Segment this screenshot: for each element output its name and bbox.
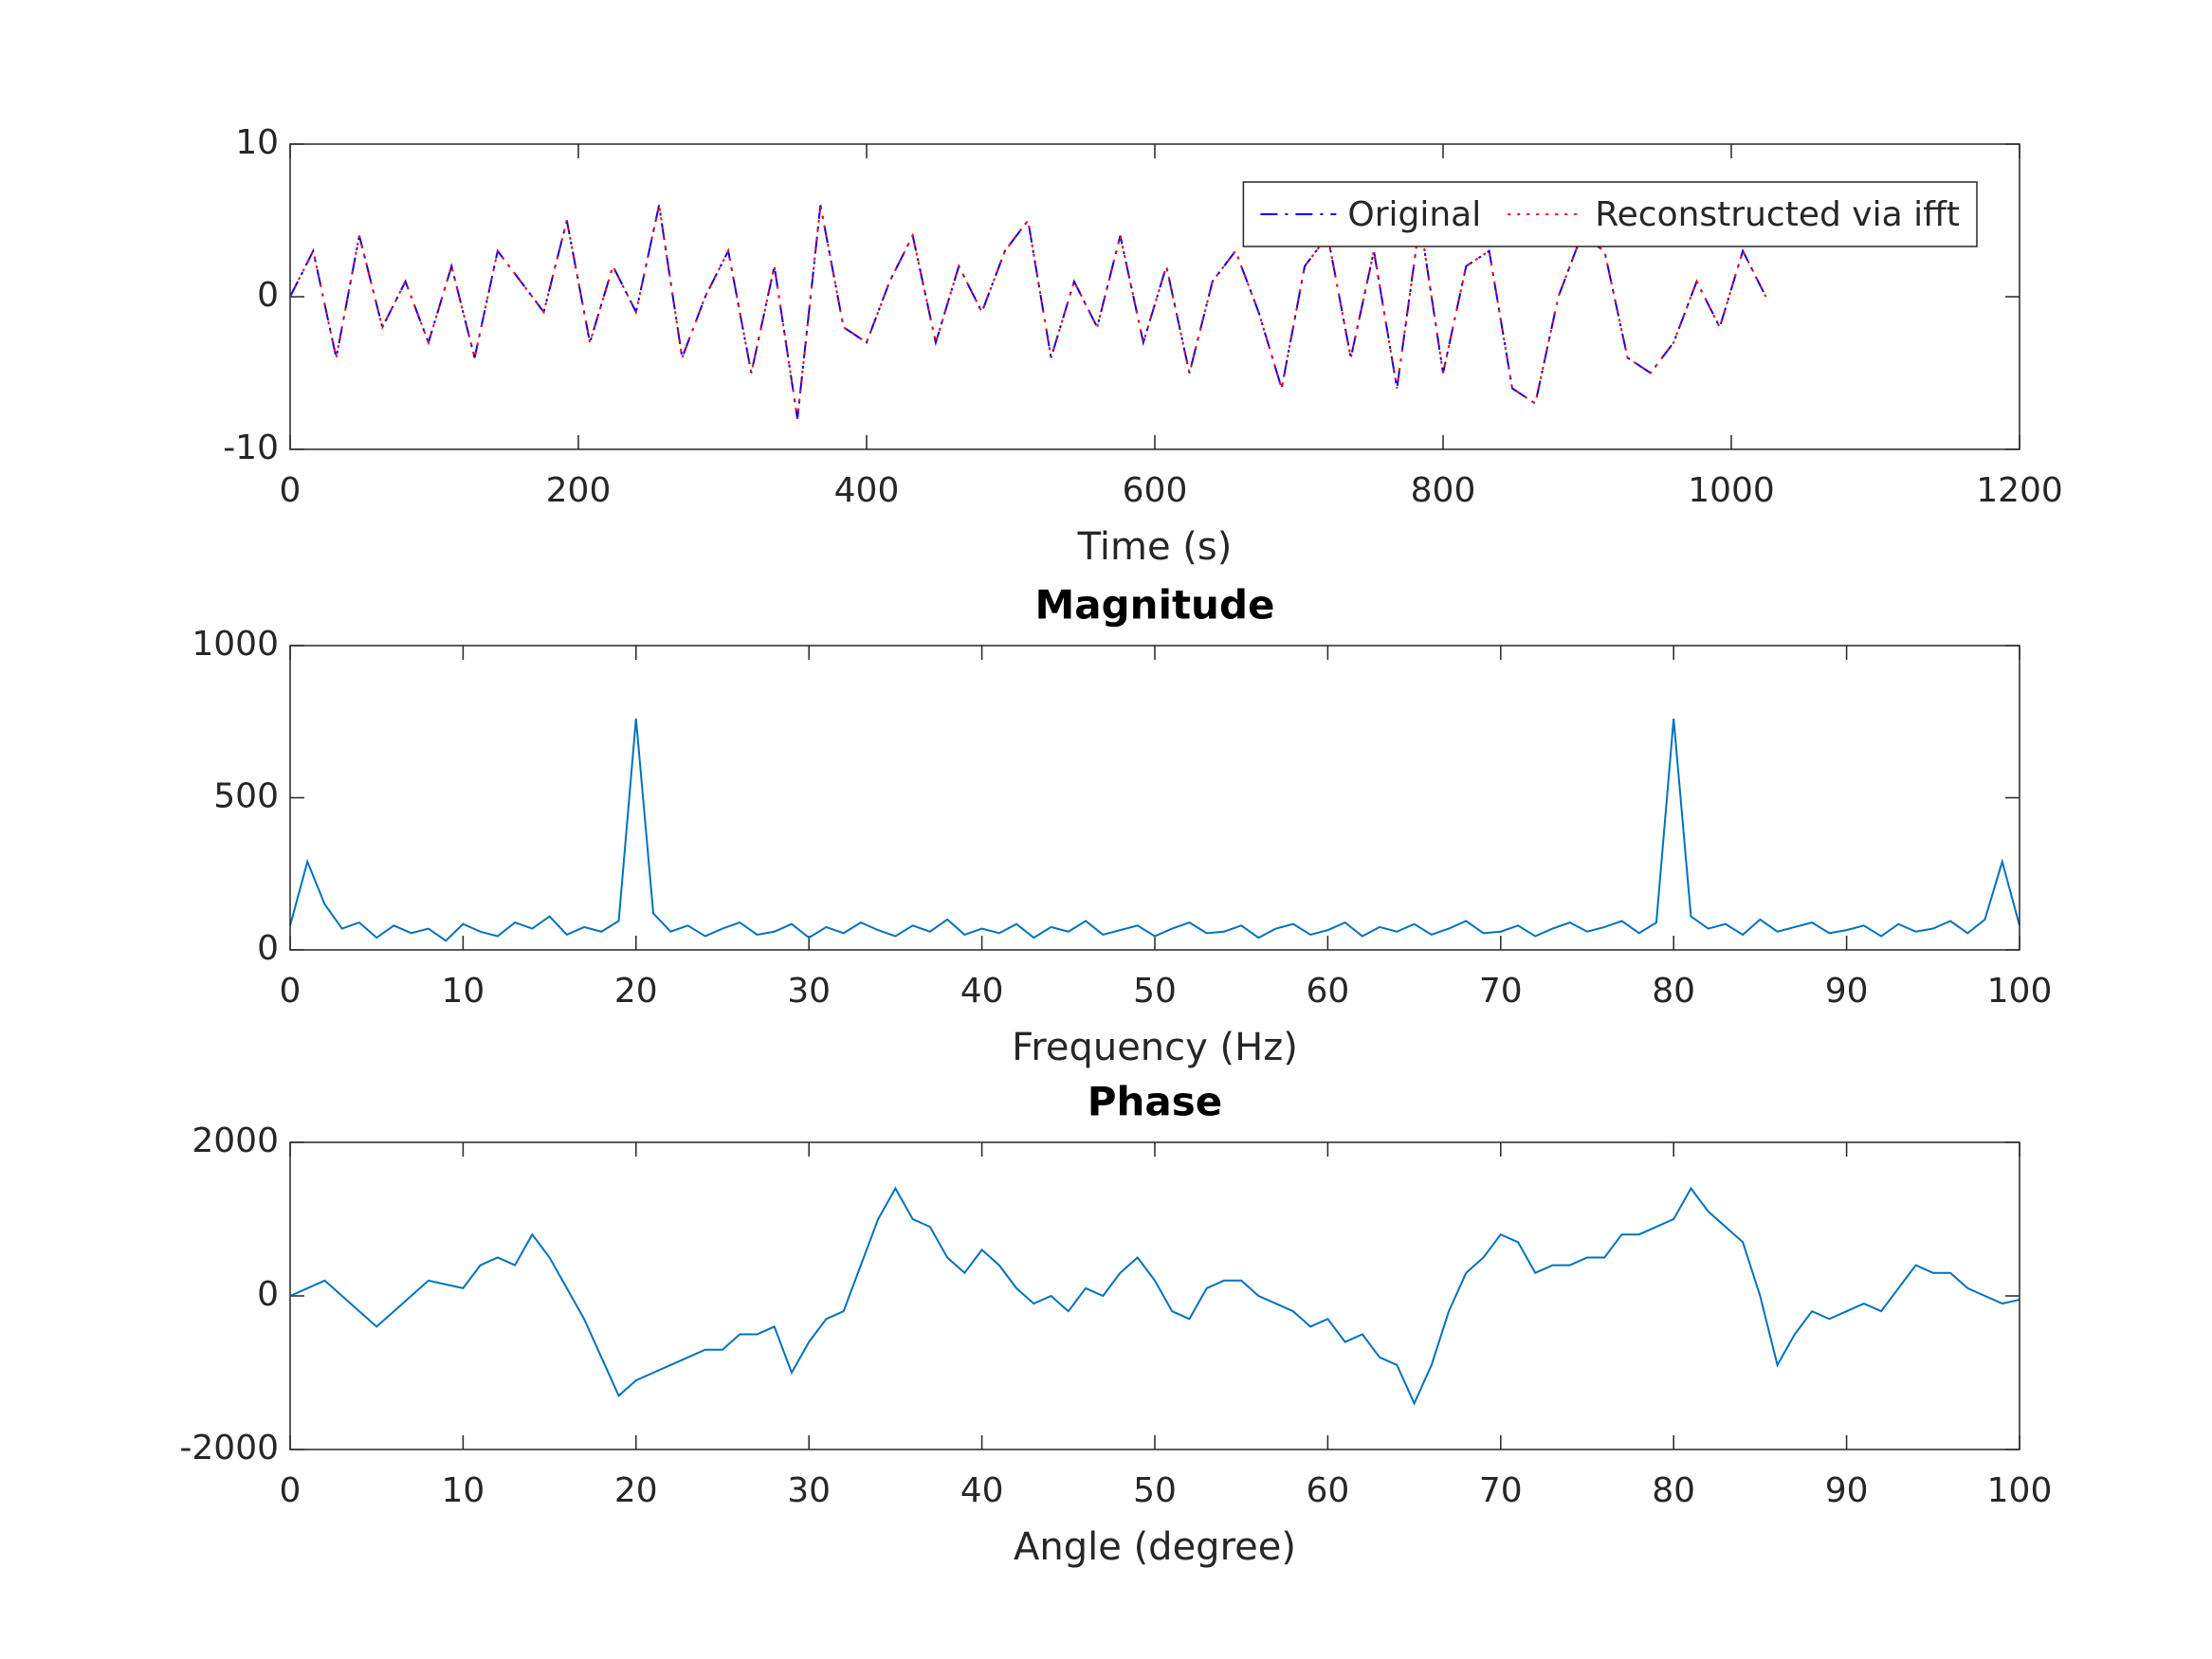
x-tick-label: 50 <box>1133 972 1177 1011</box>
x-tick-label: 0 <box>280 1471 302 1510</box>
x-tick-label: 40 <box>960 972 1004 1011</box>
y-tick-label: 1000 <box>192 625 279 664</box>
x-tick-label: 70 <box>1479 1471 1523 1510</box>
x-tick-label: 60 <box>1306 1471 1349 1510</box>
x-tick-label: 100 <box>1987 1471 2053 1510</box>
x-tick-label: 80 <box>1652 972 1695 1011</box>
axes-box <box>289 143 2020 450</box>
x-tick-label: 1200 <box>1976 471 2063 510</box>
y-tick-label: 0 <box>257 276 279 315</box>
x-tick-label: 80 <box>1652 1471 1695 1510</box>
x-tick-label: 100 <box>1987 972 2053 1011</box>
x-tick-label: 200 <box>546 471 612 510</box>
y-tick-label: 2000 <box>192 1121 279 1160</box>
x-tick-label: 30 <box>787 972 831 1011</box>
x-tick-label: 30 <box>787 1471 831 1510</box>
x-tick-label: 0 <box>280 471 302 510</box>
x-tick-label: 20 <box>614 1471 658 1510</box>
y-tick-label: -2000 <box>179 1429 279 1468</box>
x-tick-label: 40 <box>960 1471 1004 1510</box>
x-tick-label: 600 <box>1123 471 1188 510</box>
x-tick-label: 20 <box>614 972 658 1011</box>
y-tick-label: 0 <box>257 929 279 968</box>
axes-box <box>289 1141 2020 1450</box>
x-tick-label: 10 <box>441 972 484 1011</box>
x-tick-label: 800 <box>1411 471 1476 510</box>
data-line <box>289 1186 2020 1406</box>
legend-label: Original <box>1347 195 1481 234</box>
legend-label: Reconstructed via ifft <box>1595 195 1960 234</box>
axes-box <box>289 645 2020 951</box>
x-tick-label: 60 <box>1306 972 1349 1011</box>
axes-background <box>290 1142 2020 1449</box>
x-tick-label: 400 <box>834 471 900 510</box>
legend-box <box>1242 181 1978 247</box>
y-tick-label: 500 <box>213 777 279 816</box>
x-tick-label: 90 <box>1825 1471 1869 1510</box>
x-tick-label: 90 <box>1825 972 1869 1011</box>
x-tick-label: 0 <box>280 972 302 1011</box>
y-tick-label: 10 <box>235 123 279 162</box>
y-tick-label: -10 <box>223 428 279 467</box>
data-line <box>289 718 2020 942</box>
legend: Original Reconstructed via ifft <box>1242 181 1978 247</box>
data-line <box>289 205 1767 419</box>
chart-title: Phase <box>1088 1079 1223 1125</box>
x-tick-label: 10 <box>441 1471 484 1510</box>
x-tick-label: 70 <box>1479 972 1523 1011</box>
x-tick-label: 50 <box>1133 1471 1177 1510</box>
x-axis-label: Frequency (Hz) <box>1012 1026 1298 1069</box>
axes-background <box>290 646 2020 950</box>
x-axis-label: Time (s) <box>1077 525 1233 569</box>
y-tick-label: 0 <box>257 1275 279 1314</box>
x-tick-label: 1000 <box>1688 471 1775 510</box>
x-axis-label: Angle (degree) <box>1014 1525 1296 1569</box>
chart-title: Magnitude <box>1034 582 1274 629</box>
